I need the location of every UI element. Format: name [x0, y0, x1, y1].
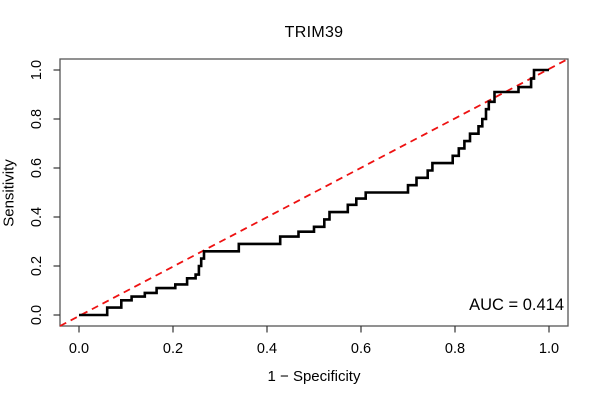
- x-axis-tick-label: 0.4: [257, 341, 277, 357]
- x-axis-tick-label: 0.0: [69, 341, 89, 357]
- x-axis-tick-label: 1.0: [539, 341, 559, 357]
- diagonal-reference-line: [59, 58, 569, 327]
- chart-title: TRIM39: [284, 24, 344, 41]
- auc-annotation: AUC = 0.414: [469, 296, 564, 314]
- x-axis-tick-label: 0.8: [445, 341, 465, 357]
- plot-box: [59, 58, 569, 327]
- x-axis-tick-label: 0.2: [163, 341, 183, 357]
- y-axis-title: Sensitivity: [0, 159, 18, 227]
- y-axis-tick-label: 1.0: [29, 60, 45, 80]
- x-axis-tick-label: 0.6: [351, 341, 371, 357]
- roc-curve: [79, 68, 549, 317]
- x-axis-title: 1 − Specificity: [267, 368, 361, 385]
- y-axis-tick-label: 0.0: [29, 305, 45, 325]
- y-axis-tick-label: 0.4: [29, 207, 45, 227]
- y-axis-tick-label: 0.6: [29, 158, 45, 178]
- y-axis-tick-label: 0.8: [29, 109, 45, 129]
- y-axis-tick-label: 0.2: [29, 256, 45, 276]
